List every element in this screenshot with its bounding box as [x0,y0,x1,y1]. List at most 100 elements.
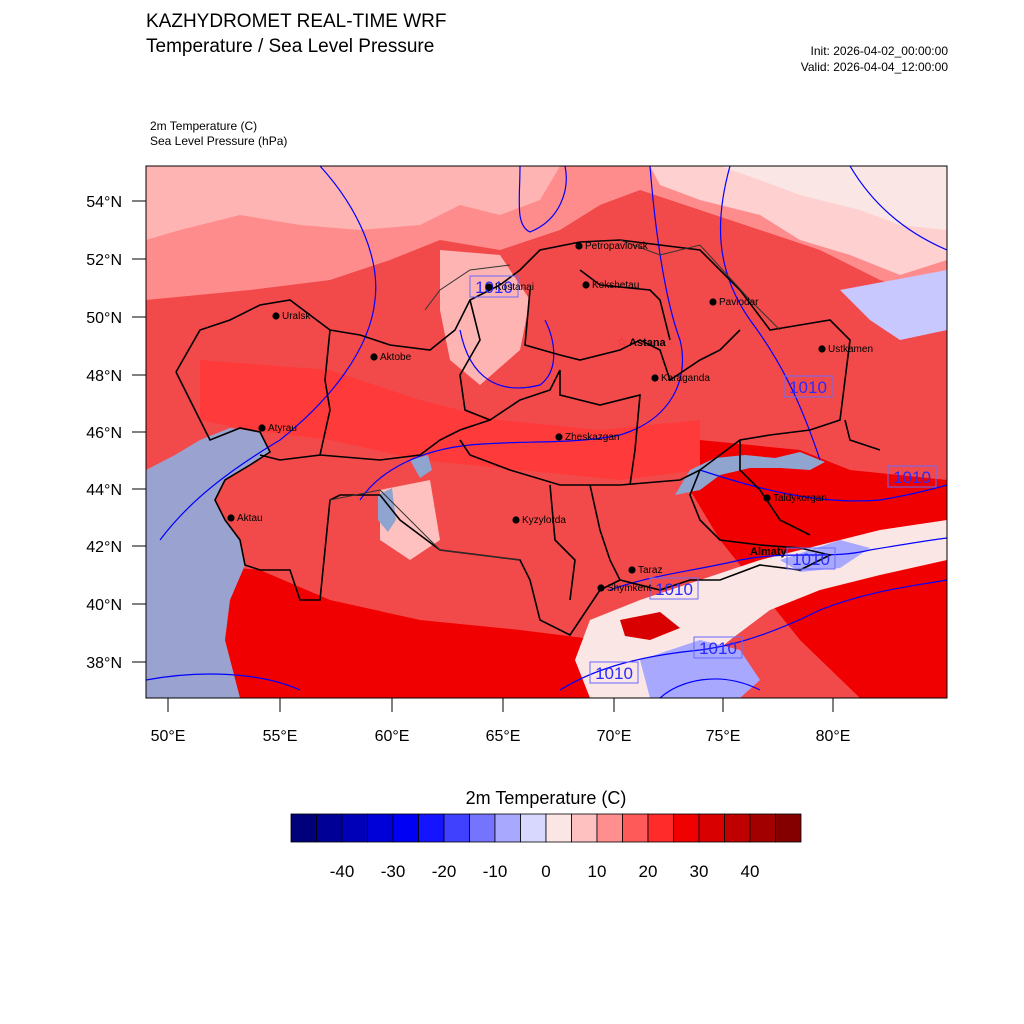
city-dot [709,298,717,306]
country-border [619,239,781,331]
colorbar-swatch [367,813,394,843]
colorbar-tick-label: -40 [330,862,355,881]
lat-label: 48°N [86,368,122,385]
region-border [259,329,331,461]
city-dot [272,312,280,320]
colorbar-swatch [494,813,521,843]
city-dot [512,516,520,524]
region-border [739,440,811,536]
isobar-line [699,469,947,502]
colorbar [290,813,802,843]
temperature-zone-altai-cold [840,270,947,340]
city-label: Atyrau [268,423,297,434]
isobar-line [559,579,947,691]
temperature-zone-fergana [620,612,680,640]
temperature-zone-20-25-central [200,360,700,480]
lon-label: 70°E [597,728,632,745]
city-dot [818,345,826,353]
city-label: Aktobe [380,352,412,363]
isobar-label-box [589,661,639,684]
city-label: Uralsk [282,311,311,322]
colorbar-swatch [290,813,317,843]
city-dot [227,514,235,522]
isobar-line [849,166,947,251]
isobar-label: 1010 [595,664,633,683]
region-border [579,269,671,341]
isobar-line [359,166,684,501]
field-label-pressure: Sea Level Pressure (hPa) [150,134,288,148]
isobar-label-box [786,547,836,570]
lat-label: 40°N [86,597,122,614]
colorbar-tick-label: 20 [639,862,658,881]
colorbar-swatch [571,813,598,843]
city-dot [597,584,605,592]
colorbar-swatch [341,813,368,843]
country-border [424,264,511,311]
colorbar-swatch [775,813,802,843]
region-borders [175,239,881,637]
city-label: Ustkamen [828,344,873,355]
isobar-label-box [649,577,699,600]
region-border [559,370,641,486]
city-label: Pavlodar [719,297,759,308]
isobar-label-box [783,375,833,398]
isobar-line [159,166,377,541]
lon-label: 65°E [486,728,521,745]
isobar-label-box [887,465,937,488]
city-label-major: Almaty [750,546,788,558]
lon-label: 75°E [706,728,741,745]
isobar-label: 1010 [893,468,931,487]
city-dot [582,281,590,289]
capital-star-icon: ☆ [617,335,628,349]
colorbar-swatch [698,813,725,843]
colorbar-swatch [673,813,700,843]
colorbar-tick-label: -10 [483,862,508,881]
country-borders-thin [329,239,781,561]
colorbar-swatch [749,813,776,843]
isobar-label: 1010 [655,580,693,599]
kazakhstan-outline [175,239,851,637]
colorbar-swatch [316,813,343,843]
city-label: Kyzylorda [522,515,566,526]
colorbar-swatch [392,813,419,843]
region-border [459,439,701,486]
colorbar-tick-label: 40 [741,862,760,881]
lat-label: 50°N [86,310,122,327]
lat-label: 44°N [86,482,122,499]
colorbar-swatch [596,813,623,843]
lat-label: 46°N [86,425,122,442]
region-border [549,484,576,601]
colorbar-swatch [647,813,674,843]
temperature-zone-25-30-sw [146,560,640,698]
colorbar-swatch [545,813,572,843]
city-dot [575,242,583,250]
chart-subtitle: Temperature / Sea Level Pressure [146,36,435,57]
city-dot [258,424,266,432]
latitude-axis: 54°N 52°N 50°N 48°N 46°N 44°N 42°N 40°N … [86,194,146,672]
city-dot [370,353,378,361]
colorbar-swatch [443,813,470,843]
city-label-capital: Astana [629,337,667,349]
temperature-zone-pamir-cold [640,640,760,698]
caspian-sea [146,428,270,698]
country-border [329,489,521,561]
isobar-label: 1010 [699,639,737,658]
city-label: Karaganda [661,373,710,384]
lon-label: 80°E [816,728,851,745]
isobar-line [518,166,567,233]
temperature-zone-5-10 [146,166,560,240]
colorbar-swatch [418,813,445,843]
region-border [459,299,561,421]
city-markers: Petropavlovsk Kostanai Kokshetau Pavloda… [227,241,873,594]
city-dot [628,566,636,574]
region-border [844,419,881,451]
init-time: Init: 2026-04-02_00:00:00 [810,44,948,58]
colorbar-swatch [724,813,751,843]
lon-label: 50°E [151,728,186,745]
field-label-temperature: 2m Temperature (C) [150,119,258,133]
city-label: Shymkent [607,583,652,594]
colorbar-tick-labels: -40 -30 -20 -10 0 10 20 30 40 [330,862,760,881]
colorbar-swatch [520,813,547,843]
colorbar-tick-label: -30 [381,862,406,881]
valid-time: Valid: 2026-04-04_12:00:00 [800,60,948,74]
